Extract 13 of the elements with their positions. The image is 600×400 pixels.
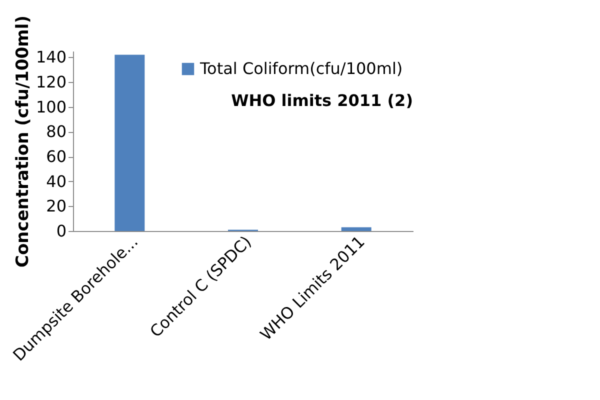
annotation: WHO limits 2011 (2) xyxy=(231,91,413,110)
y-tick-label: 140 xyxy=(36,48,66,67)
y-tick-label: 40 xyxy=(46,172,66,191)
y-tick-label: 80 xyxy=(46,122,66,142)
y-tick-label: 60 xyxy=(46,147,66,166)
y-tick-label: 20 xyxy=(46,196,66,216)
y-tick-label: 120 xyxy=(36,72,66,92)
y-axis-title: Concentration (cfu/100ml) xyxy=(12,16,33,268)
bar xyxy=(341,227,372,231)
y-tick-label: 0 xyxy=(56,222,66,240)
y-tick-label: 100 xyxy=(36,97,66,116)
legend-label: Total Coliform(cfu/100ml) xyxy=(199,59,403,78)
bar xyxy=(114,54,145,231)
